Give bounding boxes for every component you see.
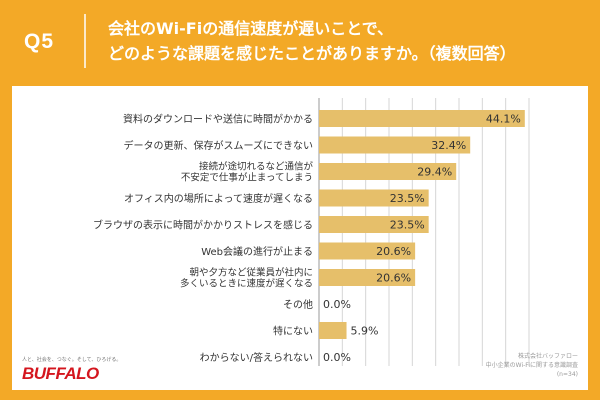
bar-value-label: 44.1% [486, 113, 521, 126]
header: Q5 会社のWi-Fiの通信速度が遅いことで、 どのような課題を感じたことがあり… [0, 0, 600, 84]
category-label: 接続が途切れるなど通信が [199, 161, 314, 173]
category-label: 特にない [273, 326, 313, 338]
bar [319, 163, 457, 180]
bar-value-label: 0.0% [323, 351, 351, 364]
category-label: オフィス内の場所によって速度が遅くなる [124, 192, 313, 205]
source-company: 株式会社バッファロー [517, 353, 578, 360]
bar [319, 136, 471, 154]
category-label: Web会議の進行が止まる [201, 245, 313, 258]
category-label: データの更新、保存がスムーズにできない [124, 139, 314, 152]
category-label: その他 [283, 298, 313, 311]
bar-chart: 44.1% 資料のダウンロードや送信に時間がかかる 32.4% データの更新、保存がス… [93, 98, 530, 366]
bar-value-label: 23.5% [390, 219, 425, 232]
bar [319, 110, 525, 127]
bar-value-label: 5.9% [351, 325, 379, 338]
brand-tagline: 人と、社会を、つなぐ。そして、ひろげる。 [22, 357, 122, 363]
question-line-1: 会社のWi-Fiの通信速度が遅いことで、 [108, 19, 394, 38]
header-divider [84, 14, 86, 68]
category-label: わからない/答えられない [200, 351, 313, 364]
question-line-2: どのような課題を感じたことがありますか。（複数回答） [108, 44, 516, 63]
category-label: ブラウザの表示に時間がかかりストレスを感じる [93, 219, 313, 232]
question-text: 会社のWi-Fiの通信速度が遅いことで、 どのような課題を感じたことがありますか… [108, 16, 588, 66]
bar-value-label: 20.6% [376, 245, 411, 258]
category-label: 不安定で仕事が止まってしまう [181, 172, 313, 184]
chart-panel: 44.1% 資料のダウンロードや送信に時間がかかる 32.4% データの更新、保存がス… [12, 86, 588, 390]
source-survey: 中小企業のWi-Fiに関する意識調査 [485, 362, 578, 369]
category-label: 朝や夕方など従業員が社内に [189, 267, 313, 279]
bar-value-label: 29.4% [417, 166, 452, 179]
bar-value-label: 0.0% [323, 298, 351, 311]
category-label: 多くいるときに速度が遅くなる [180, 278, 313, 290]
buffalo-logo: BUFFALO [22, 364, 99, 383]
category-label: 資料のダウンロードや送信に時間がかかる [123, 113, 313, 126]
bar [319, 242, 416, 260]
bar [319, 216, 429, 233]
question-number: Q5 [24, 30, 55, 53]
bar-value-label: 20.6% [376, 272, 411, 285]
source-note: 株式会社バッファロー 中小企業のWi-Fiに関する意識調査 (n=34) [448, 352, 578, 379]
bar-value-label: 32.4% [431, 139, 466, 152]
bar-value-label: 23.5% [390, 192, 425, 205]
bar [319, 189, 429, 207]
bar [319, 322, 347, 339]
source-sample-size: (n=34) [556, 371, 578, 378]
bar [319, 269, 416, 286]
